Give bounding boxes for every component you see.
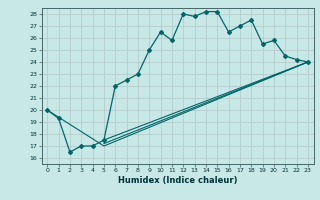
X-axis label: Humidex (Indice chaleur): Humidex (Indice chaleur): [118, 176, 237, 185]
